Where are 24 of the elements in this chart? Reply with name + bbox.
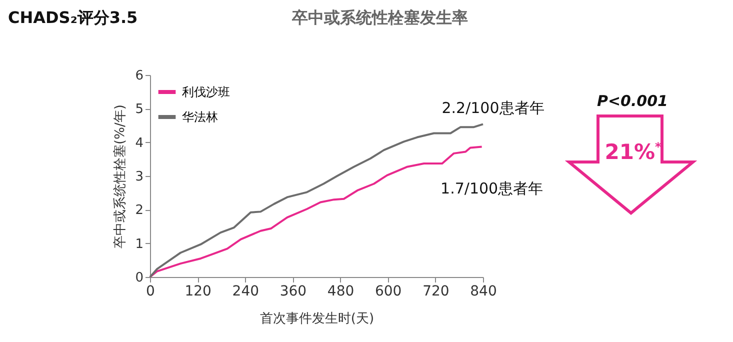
y-tick-label: 4 xyxy=(135,136,144,151)
y-tick-label: 2 xyxy=(135,203,144,218)
x-tick-label: 0 xyxy=(146,284,155,300)
annotation: 2.2/100患者年 xyxy=(442,99,544,118)
x-tick-label: 600 xyxy=(374,284,402,300)
legend-label: 华法林 xyxy=(182,110,218,124)
x-tick-label: 840 xyxy=(470,284,497,300)
y-tick-label: 5 xyxy=(135,102,144,118)
y-tick-label: 1 xyxy=(135,236,144,252)
y-tick-label: 0 xyxy=(135,270,144,286)
legend-label: 利伐沙班 xyxy=(182,85,230,99)
y-tick-label: 3 xyxy=(135,170,144,184)
chart-title: 卒中或系统性栓塞发生率 xyxy=(291,8,469,29)
x-tick-label: 120 xyxy=(184,284,212,300)
chart-subtitle: CHADS₂评分3.5 xyxy=(8,8,138,29)
text: P<0.001 xyxy=(596,92,669,110)
y-axis-title: 卒中或系统性栓塞(%/年) xyxy=(112,104,128,248)
x-tick-label: 240 xyxy=(232,284,260,300)
x-tick-label: 360 xyxy=(280,284,307,300)
x-axis-title: 首次事件发生时(天) xyxy=(260,312,374,326)
y-tick-label: 6 xyxy=(135,68,144,84)
x-tick-label: 720 xyxy=(422,284,450,300)
x-tick-label: 480 xyxy=(327,284,354,300)
annotation: 1.7/100患者年 xyxy=(440,180,544,198)
